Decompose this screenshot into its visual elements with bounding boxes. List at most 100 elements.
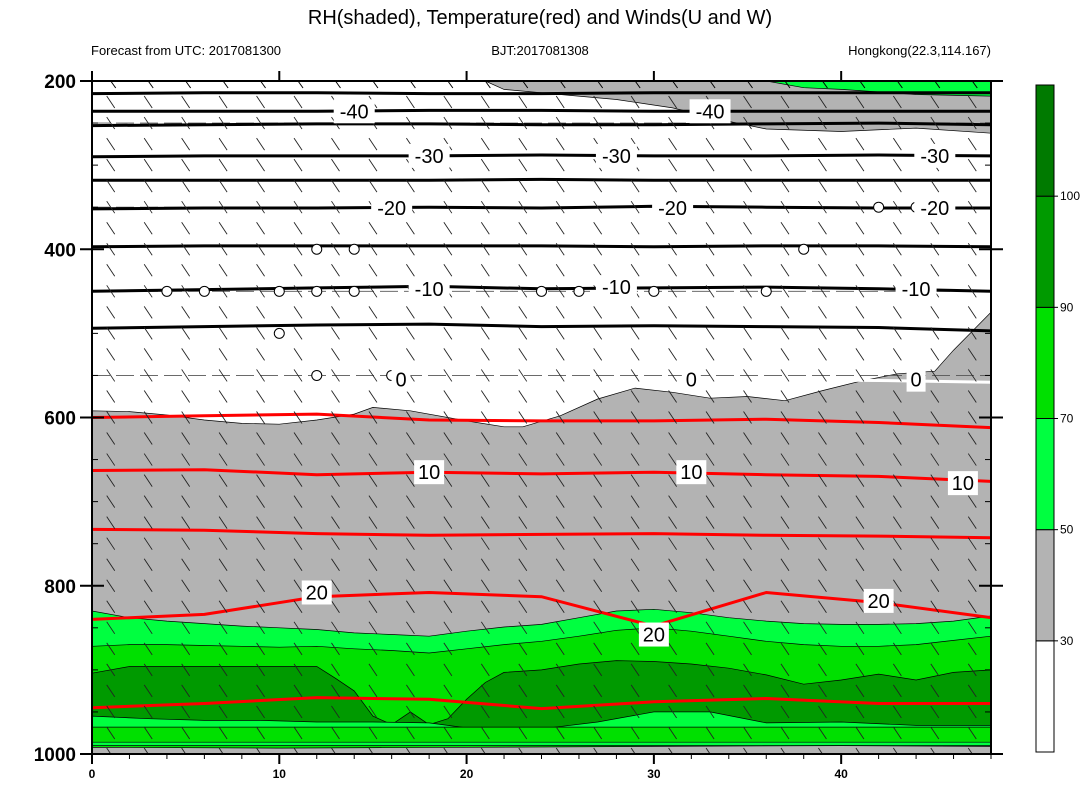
wind-barb <box>218 264 228 277</box>
wind-barb <box>743 116 752 130</box>
top-wind-tick <box>672 80 679 89</box>
contour-label: -20 <box>920 198 949 220</box>
wind-barb <box>930 369 940 382</box>
wind-barb <box>143 747 149 754</box>
top-wind-tick <box>859 80 866 89</box>
wind-barb <box>555 516 565 529</box>
calm-wind-circle <box>161 285 173 297</box>
wind-barb <box>555 537 565 550</box>
temperature-contour-black <box>92 322 991 333</box>
wind-barb <box>555 705 565 719</box>
wind-barb <box>480 264 490 277</box>
wind-barb <box>106 264 116 277</box>
wind-barb <box>106 516 116 529</box>
wind-barb <box>406 474 415 487</box>
wind-barb <box>518 600 528 614</box>
x-tick-label: 40 <box>834 767 848 781</box>
wind-barb <box>406 453 415 466</box>
top-wind-tick <box>222 80 229 89</box>
wind-barb <box>106 663 116 677</box>
wind-barb <box>256 432 265 445</box>
wind-barb <box>181 243 191 256</box>
wind-barb <box>406 264 415 277</box>
wind-barb <box>143 116 153 130</box>
wind-barb <box>181 705 191 719</box>
wind-barb <box>593 390 603 403</box>
wind-barb <box>630 684 640 698</box>
wind-barb <box>743 348 752 361</box>
wind-barb <box>855 453 865 466</box>
wind-barb <box>518 516 528 529</box>
wind-barb <box>406 600 415 614</box>
wind-barb <box>630 537 640 550</box>
wind-barb <box>143 516 153 529</box>
wind-barb <box>518 200 528 214</box>
wind-barb <box>256 137 265 151</box>
wind-barb <box>967 537 977 550</box>
wind-barb <box>555 348 565 361</box>
calm-wind-circle <box>198 285 210 297</box>
wind-barb <box>256 474 265 487</box>
wind-barb <box>181 158 191 172</box>
contour-label: 20 <box>306 582 328 604</box>
wind-barb <box>256 116 265 130</box>
wind-barb <box>780 369 790 382</box>
wind-barb <box>818 474 827 487</box>
wind-barb <box>705 495 715 508</box>
wind-barb <box>780 327 790 340</box>
wind-barb <box>106 432 116 445</box>
wind-barb <box>368 747 374 754</box>
wind-barb <box>143 306 153 319</box>
wind-barb <box>106 179 116 193</box>
wind-barb <box>630 348 640 361</box>
contour-label-box <box>301 580 332 605</box>
wind-barb <box>480 327 490 340</box>
wind-barb <box>630 411 640 424</box>
wind-barb <box>705 243 715 256</box>
wind-barb <box>855 537 865 550</box>
wind-barb <box>892 200 902 214</box>
wind-barb <box>181 369 191 382</box>
wind-barb <box>892 705 902 719</box>
wind-barb <box>406 558 415 571</box>
wind-barb <box>967 158 977 172</box>
calm-wind-circle <box>648 285 660 297</box>
contour-label-box <box>863 588 894 613</box>
wind-barb <box>331 537 340 550</box>
wind-barb <box>443 726 453 740</box>
wind-barb <box>368 285 378 298</box>
wind-barb <box>855 600 865 614</box>
wind-barb <box>293 642 303 656</box>
wind-barb <box>406 348 415 361</box>
wind-barb <box>331 369 340 382</box>
wind-barb <box>143 600 153 614</box>
wind-barb <box>780 264 790 277</box>
wind-barb <box>293 221 303 235</box>
wind-barb <box>331 348 340 361</box>
wind-barb <box>518 453 528 466</box>
wind-barb <box>892 684 902 698</box>
wind-barb <box>630 642 640 656</box>
wind-barb <box>555 327 565 340</box>
wind-barb <box>930 600 940 614</box>
wind-barb <box>256 327 265 340</box>
top-wind-tick <box>784 80 791 89</box>
wind-barb <box>930 95 940 109</box>
wind-barb <box>892 621 902 635</box>
wind-barb <box>593 579 603 592</box>
contour-label-box <box>595 143 637 168</box>
wind-barb <box>218 390 228 403</box>
wind-barb <box>555 432 565 445</box>
wind-barb <box>368 642 378 656</box>
wind-barb <box>668 516 677 529</box>
wind-barb <box>855 516 865 529</box>
wind-barb <box>892 327 902 340</box>
wind-barb <box>218 432 228 445</box>
wind-barb <box>443 453 453 466</box>
wind-barb <box>256 369 265 382</box>
wind-barb <box>818 285 827 298</box>
contour-label: -40 <box>340 101 369 123</box>
wind-barb <box>780 537 790 550</box>
wind-barb <box>705 621 715 635</box>
wind-barb <box>518 705 528 719</box>
